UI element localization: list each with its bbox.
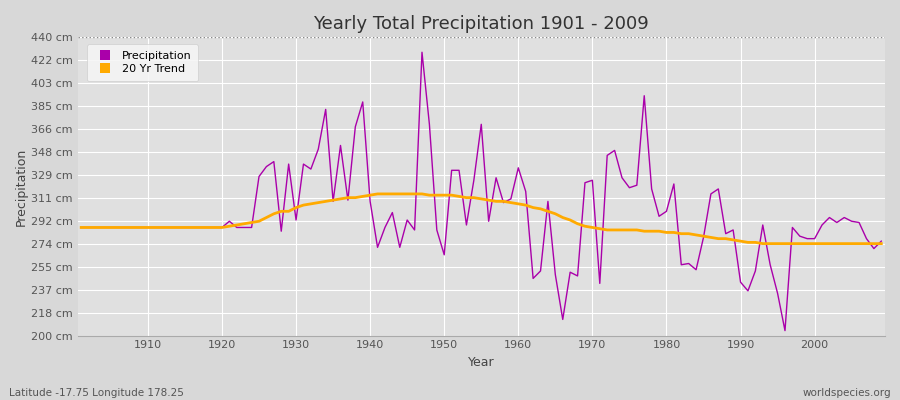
Text: Latitude -17.75 Longitude 178.25: Latitude -17.75 Longitude 178.25 <box>9 388 184 398</box>
X-axis label: Year: Year <box>468 356 495 369</box>
Text: worldspecies.org: worldspecies.org <box>803 388 891 398</box>
Y-axis label: Precipitation: Precipitation <box>15 147 28 226</box>
Legend: Precipitation, 20 Yr Trend: Precipitation, 20 Yr Trend <box>87 44 198 81</box>
Title: Yearly Total Precipitation 1901 - 2009: Yearly Total Precipitation 1901 - 2009 <box>313 15 649 33</box>
